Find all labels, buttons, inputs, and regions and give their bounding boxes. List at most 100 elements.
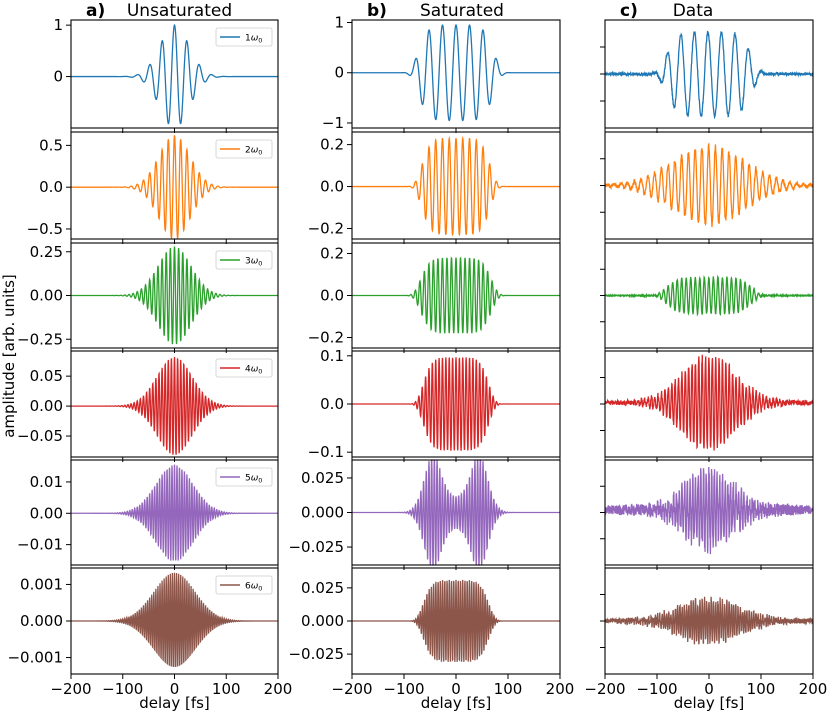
axes-frame: [351, 131, 561, 240]
y-tick-label: 1: [334, 14, 344, 32]
column-letter-1: b): [367, 1, 387, 21]
x-tick-label: 0: [704, 680, 714, 698]
legend-number: 2: [245, 146, 251, 156]
legend-box: [215, 27, 273, 47]
y-tick-label: 0.000: [301, 504, 344, 522]
x-tick-label: −100: [636, 680, 677, 698]
legend-symbol: ω: [251, 582, 259, 592]
panel-1-2: 0.2 0.0 −0.2: [308, 242, 561, 353]
series-line-h5: [352, 459, 560, 566]
series-line-h3: [352, 256, 560, 334]
series-line-h6: [352, 579, 560, 662]
legend-number: 4: [245, 365, 251, 375]
series-line-h3: [71, 246, 278, 345]
y-tick-label: −1: [322, 114, 344, 132]
x-tick-label: 200: [264, 680, 293, 698]
y-tick-label: −0.025: [288, 538, 344, 556]
x-tick-label: 0: [451, 680, 461, 698]
x-axis-label-1: delay [fs]: [421, 694, 492, 712]
y-tick-label: 0.00: [30, 287, 63, 305]
legend-number: 3: [245, 257, 251, 267]
series-line-h1: [604, 30, 814, 120]
legend-box: [215, 358, 273, 378]
panel-1-0: 1 0 −1: [322, 14, 561, 133]
x-tick-label: 200: [546, 680, 575, 698]
legend-subscript: 0: [258, 368, 262, 376]
y-tick-label: 0.025: [301, 469, 344, 487]
legend-symbol: ω: [251, 257, 259, 267]
panels: 101ω00.50.0−0.52ω00.250.00−0.253ω00.050.…: [7, 14, 827, 698]
x-tick-label: −200: [584, 680, 625, 698]
y-tick-label: 0.01: [30, 473, 63, 491]
y-tick-label: −0.001: [7, 649, 63, 667]
legend-label: 3ω0: [245, 257, 262, 268]
column-title-2: Data: [673, 1, 714, 21]
legend-subscript: 0: [258, 585, 262, 593]
panel-0-5: 0.001 0.000 −0.001 −200 −100 0 100 200 6ω0: [7, 567, 293, 698]
legend-label: 1ω0: [245, 34, 262, 45]
series-line-h6: [71, 572, 278, 667]
y-tick-label: 0.00: [30, 397, 63, 415]
x-tick-label: 100: [494, 680, 523, 698]
legend-h5: 5ω0: [215, 467, 273, 487]
series-line-h2: [604, 142, 814, 227]
y-tick-label: 0.5: [39, 136, 63, 154]
panel-0-4: 0.01 0.00 −0.01 5ω0: [17, 459, 279, 570]
x-tick-label: −200: [50, 680, 91, 698]
y-tick-label: 0.05: [30, 367, 63, 385]
legend-subscript: 0: [258, 37, 262, 45]
legend-label: 6ω0: [245, 582, 262, 593]
y-tick-label: 0: [53, 68, 63, 86]
panel-2-3: [600, 350, 814, 462]
legend-h1: 1ω0: [215, 27, 273, 47]
series-line-h4: [71, 356, 278, 455]
x-tick-label: 200: [799, 680, 828, 698]
y-tick-label: 0.0: [39, 178, 63, 196]
x-tick-label: −200: [331, 680, 372, 698]
panel-1-5: 0.025 0.000 −0.025 −200 −100 0 100 200: [288, 567, 575, 698]
y-tick-label: 0.001: [20, 575, 63, 593]
column-title-0: Unsaturated: [127, 1, 232, 21]
legend-number: 1: [245, 34, 251, 44]
panel-2-0: [600, 19, 814, 133]
legend-subscript: 0: [258, 260, 262, 268]
panel-0-1: 0.5 0.0 −0.5 2ω0: [27, 131, 279, 244]
y-tick-label: −0.01: [17, 536, 63, 554]
x-tick-label: −100: [102, 680, 143, 698]
y-tick-label: 0.0: [320, 395, 344, 413]
series-line-h2: [352, 135, 560, 237]
y-tick-label: −0.1: [308, 443, 344, 461]
legend-symbol: ω: [251, 365, 259, 375]
legend-box: [215, 575, 273, 595]
x-tick-label: 100: [212, 680, 241, 698]
y-tick-label: 1: [53, 16, 63, 34]
legend-number: 6: [245, 582, 251, 592]
legend-box: [215, 467, 273, 487]
panel-1-1: 0.2 0.0 −0.2: [308, 131, 561, 244]
y-tick-label: 0.2: [320, 245, 344, 263]
series-line-h4: [604, 354, 814, 451]
column-letter-0: a): [86, 1, 105, 21]
series-line-h4: [352, 357, 560, 451]
panel-1-3: 0.1 0.0 −0.1: [308, 347, 561, 462]
series-line-h1: [352, 23, 560, 122]
panel-0-2: 0.25 0.00 −0.25 3ω0: [17, 242, 279, 353]
axes-frame: [351, 19, 561, 129]
y-tick-label: 0.1: [320, 347, 344, 365]
series-line-h5: [604, 467, 814, 555]
legend-symbol: ω: [251, 146, 259, 156]
y-tick-label: −0.25: [17, 330, 63, 348]
y-tick-label: −0.05: [17, 427, 63, 445]
x-axis-label-2: delay [fs]: [674, 694, 745, 712]
y-tick-label: 0.25: [30, 243, 63, 261]
legend-label: 5ω0: [245, 474, 262, 485]
x-tick-label: −100: [383, 680, 424, 698]
series-line-h6: [604, 596, 814, 645]
y-tick-label: 0.00: [30, 504, 63, 522]
legend-h3: 3ω0: [215, 250, 273, 270]
panel-2-2: [600, 242, 814, 353]
y-tick-label: −0.2: [308, 329, 344, 347]
y-tick-label: 0.000: [20, 612, 63, 630]
legend-symbol: ω: [251, 474, 259, 484]
